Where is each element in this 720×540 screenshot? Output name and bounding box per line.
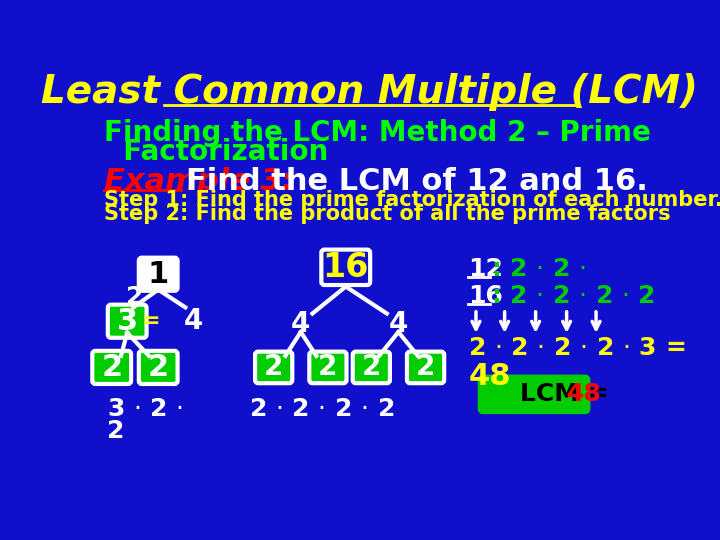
Text: Find the LCM of 12 and 16.: Find the LCM of 12 and 16. <box>186 167 648 197</box>
Text: 16: 16 <box>468 284 503 308</box>
Text: Example 3:: Example 3: <box>104 167 294 197</box>
FancyBboxPatch shape <box>139 258 178 291</box>
FancyBboxPatch shape <box>480 377 588 412</box>
FancyBboxPatch shape <box>310 352 346 383</box>
Text: Factorization: Factorization <box>104 138 328 166</box>
Text: 2: 2 <box>416 353 436 381</box>
FancyBboxPatch shape <box>108 305 147 338</box>
Text: 2 $\cdot$ 2 $\cdot$ 2 $\cdot$ 2: 2 $\cdot$ 2 $\cdot$ 2 $\cdot$ 2 <box>249 397 395 421</box>
Text: 48: 48 <box>567 382 601 407</box>
FancyBboxPatch shape <box>407 352 444 383</box>
Text: 2: 2 <box>318 353 338 381</box>
Text: 2 $\cdot$ 2 $\cdot$ 2 $\cdot$ 2 $\cdot$ 3 =: 2 $\cdot$ 2 $\cdot$ 2 $\cdot$ 2 $\cdot$ … <box>468 336 685 360</box>
Text: 2: 2 <box>126 285 143 309</box>
Text: : 2 $\cdot$ 2 $\cdot$: : 2 $\cdot$ 2 $\cdot$ <box>492 257 586 281</box>
Text: 3: 3 <box>117 307 138 336</box>
Text: : 2 $\cdot$ 2 $\cdot$ 2 $\cdot$ 2: : 2 $\cdot$ 2 $\cdot$ 2 $\cdot$ 2 <box>492 284 656 308</box>
FancyBboxPatch shape <box>321 249 370 285</box>
Text: 12: 12 <box>468 257 503 281</box>
FancyBboxPatch shape <box>139 351 178 384</box>
FancyBboxPatch shape <box>92 351 131 384</box>
Text: Least Common Multiple (LCM): Least Common Multiple (LCM) <box>40 73 698 111</box>
Text: 2: 2 <box>148 353 168 382</box>
Text: 2: 2 <box>107 418 125 443</box>
Text: 2: 2 <box>361 353 381 381</box>
Text: 2: 2 <box>101 353 122 382</box>
FancyBboxPatch shape <box>353 352 390 383</box>
Text: LCM =: LCM = <box>520 382 618 407</box>
Text: 1: 1 <box>148 260 168 289</box>
Text: 16: 16 <box>323 251 369 284</box>
Text: 4: 4 <box>389 309 408 338</box>
Text: Step 1: Find the prime factorization of each number.: Step 1: Find the prime factorization of … <box>104 190 720 210</box>
Text: 48: 48 <box>468 362 510 391</box>
Text: Step 2: Find the product of all the prime factors: Step 2: Find the product of all the prim… <box>104 204 670 224</box>
Text: Finding the LCM: Method 2 – Prime: Finding the LCM: Method 2 – Prime <box>104 119 651 146</box>
Text: 4: 4 <box>184 307 203 335</box>
Text: 3 $\cdot$ 2 $\cdot$: 3 $\cdot$ 2 $\cdot$ <box>107 397 183 421</box>
Text: 2: 2 <box>264 353 284 381</box>
Text: =: = <box>141 311 160 331</box>
FancyBboxPatch shape <box>255 352 292 383</box>
Text: 4: 4 <box>291 309 310 338</box>
